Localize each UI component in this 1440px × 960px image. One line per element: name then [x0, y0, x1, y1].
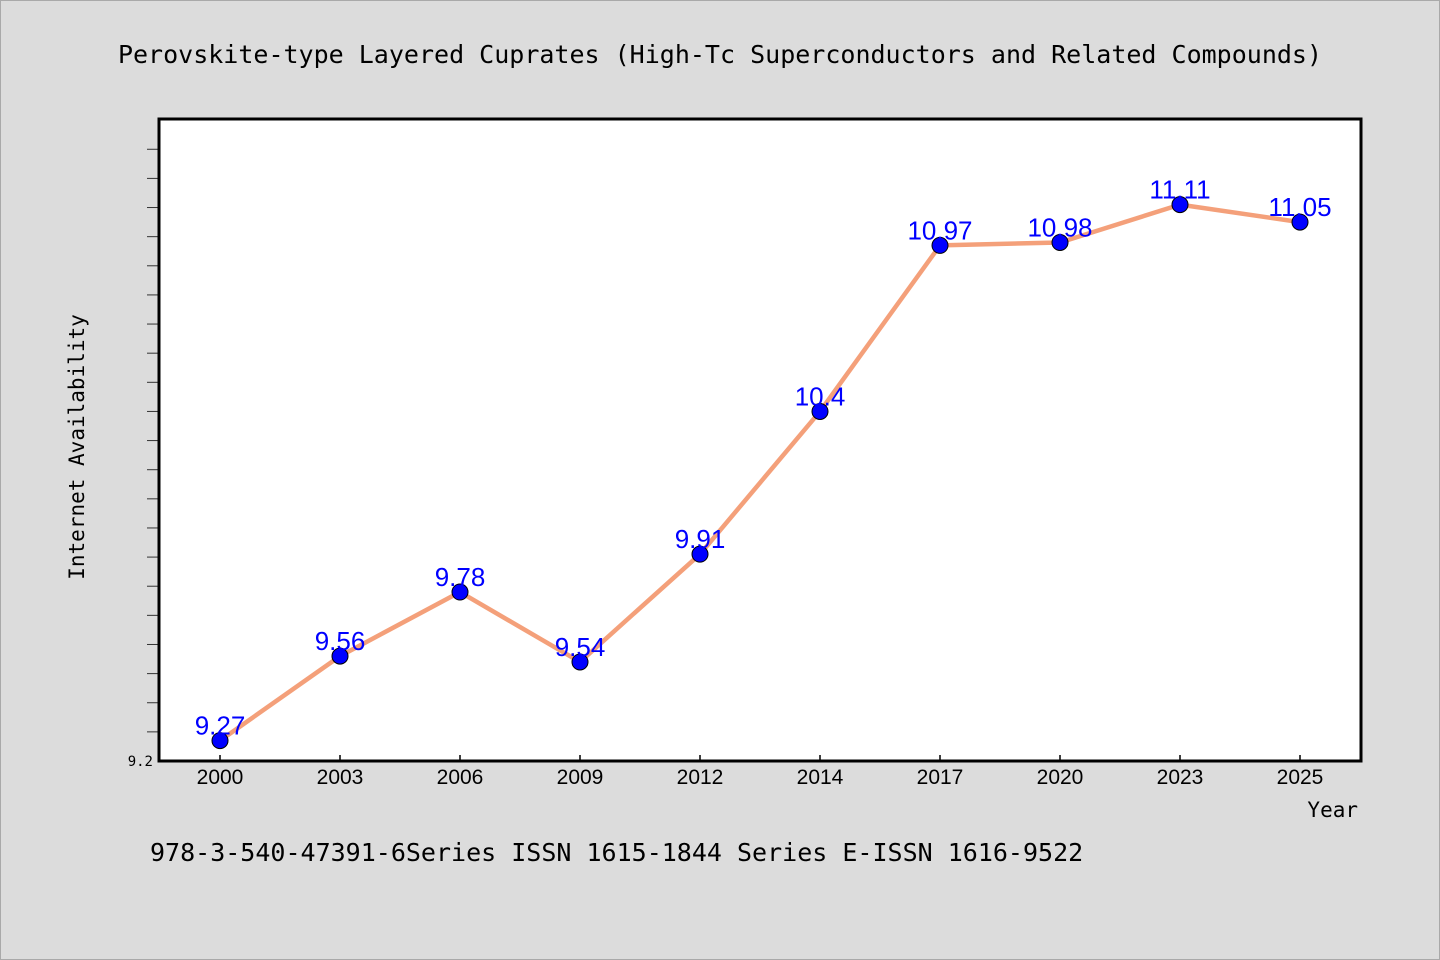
chart-title: Perovskite-type Layered Cuprates (High-T… [118, 40, 1322, 69]
x-tick-label: 2020 [1037, 766, 1084, 789]
plot-border [157, 117, 1363, 763]
x-tick-label: 2006 [437, 766, 484, 789]
plot-area [159, 119, 1361, 761]
x-tick-label: 2009 [557, 766, 604, 789]
data-point [1051, 233, 1069, 251]
data-label: 9.27 [195, 711, 246, 741]
x-tick-label: 2017 [917, 766, 964, 789]
x-axis-label: Year [1307, 798, 1358, 822]
data-point [451, 583, 469, 601]
data-point [211, 732, 229, 750]
data-point [331, 647, 349, 665]
data-label: 9.78 [435, 562, 486, 592]
data-point [1291, 213, 1309, 231]
data-labels: 9.27 9.56 9.78 9.54 9.91 10.4 10.97 10.98 11.11 1… [195, 175, 1332, 741]
data-point [811, 402, 829, 420]
data-label: 9.56 [315, 626, 366, 656]
y-axis-label: Internet Availability [65, 314, 89, 580]
x-tick-label: 2014 [797, 766, 844, 789]
data-label: 9.54 [555, 632, 606, 662]
x-tick-label: 2025 [1277, 766, 1324, 789]
x-tick-label: 2000 [197, 766, 244, 789]
x-tick-label: 2023 [1157, 766, 1204, 789]
data-label: 9.91 [675, 524, 726, 554]
data-label: 11.05 [1268, 192, 1331, 222]
data-label: 11.11 [1149, 175, 1210, 205]
y-axis-ticks: 9.2 [128, 148, 159, 770]
y-tick-label: 9.2 [128, 754, 153, 770]
data-label: 10.4 [795, 381, 846, 411]
data-label: 10.97 [907, 215, 972, 245]
x-axis-ticks: 2000 2003 2006 2009 2012 2014 2017 2020 2023 2025 [197, 755, 1324, 789]
data-label: 10.98 [1027, 212, 1092, 242]
data-point [691, 545, 709, 563]
x-tick-label: 2003 [317, 766, 364, 789]
data-point [1171, 196, 1189, 214]
data-point [571, 653, 589, 671]
series-line [217, 202, 1303, 743]
data-point [931, 236, 949, 254]
series-layer [211, 196, 1309, 750]
x-tick-label: 2012 [677, 766, 724, 789]
footer-text: 978-3-540-47391-6Series ISSN 1615-1844 S… [150, 838, 1083, 867]
